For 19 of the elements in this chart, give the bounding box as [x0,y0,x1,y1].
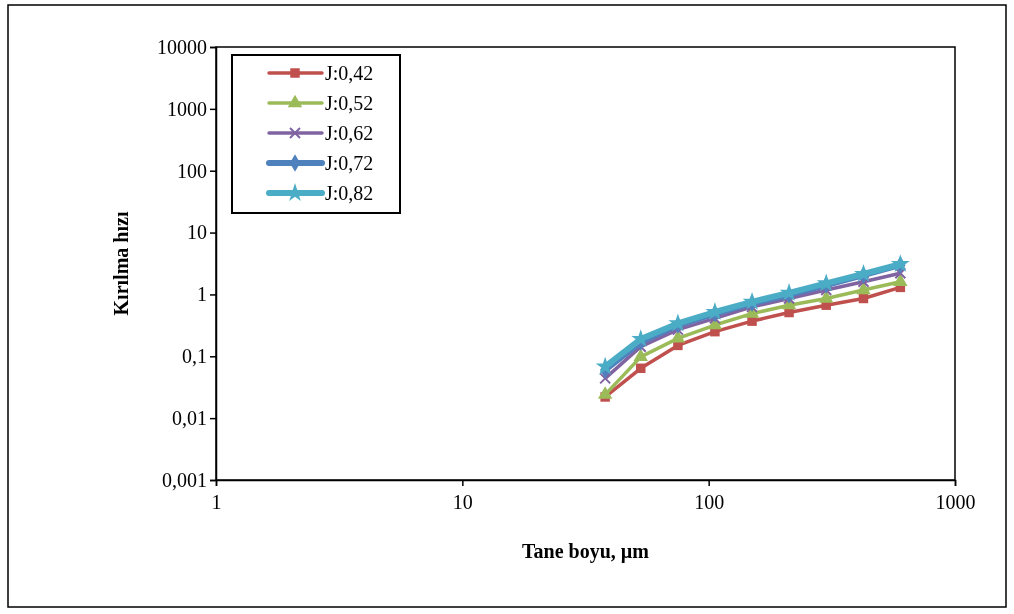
y-tick-label: 0,001 [162,468,207,491]
y-tick-label: 100 [177,159,207,182]
y-tick-label: 1 [197,283,207,306]
y-tick-label: 0,01 [172,407,207,430]
x-tick-label: 1 [211,491,222,513]
x-tick-label: 100 [694,491,725,513]
y-tick-label: 1000 [167,97,207,120]
x-tick-label: 10 [452,491,473,513]
legend-label: J:0,52 [325,92,374,114]
x-axis-title: Tane boyu, µm [522,540,650,563]
legend-label: J:0,62 [325,122,374,144]
legend-label: J:0,42 [325,62,374,84]
legend-label: J:0,72 [325,152,374,174]
y-tick-label: 10 [187,221,207,244]
y-axis-title: Kırılma hızı [110,211,132,316]
legend-label: J:0,82 [325,182,374,204]
y-tick-label: 10000 [157,35,207,58]
y-tick-label: 0,1 [182,345,207,368]
x-tick-label: 1000 [935,491,976,513]
